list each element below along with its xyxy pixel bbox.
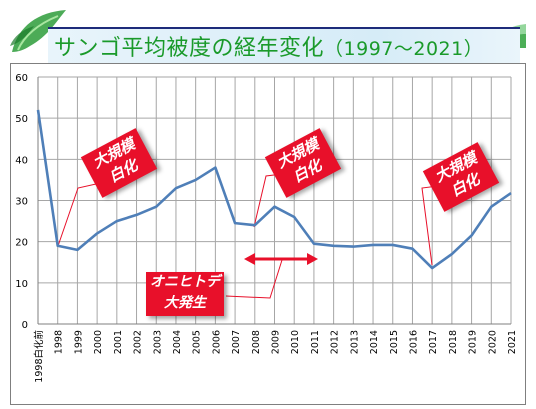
x-tick-label: 2004 <box>172 330 183 354</box>
x-tick-label: 2003 <box>152 330 163 354</box>
arrowhead-right <box>307 253 318 265</box>
x-tick-label: 2017 <box>428 330 439 354</box>
series-layer <box>36 109 512 270</box>
x-tick-label: 2018 <box>448 330 459 354</box>
axis-layer: 0 10 20 30 40 50 60 1998白化前 1998 1999 2000 2001 2002… <box>15 73 518 383</box>
x-tick-label: 2007 <box>231 330 242 354</box>
x-tick-label: 2006 <box>211 330 222 354</box>
x-tick-label: 2005 <box>192 330 203 354</box>
x-tick-label: 2016 <box>408 330 419 354</box>
x-tick-label: 2020 <box>487 330 498 354</box>
y-tick-label: 30 <box>15 197 28 208</box>
annotation-layer <box>57 173 439 299</box>
x-tick-label: 2010 <box>290 330 301 354</box>
x-tick-label: 2009 <box>271 330 282 354</box>
callout-line1: オニヒトデ <box>150 274 220 290</box>
x-tick-label: 2015 <box>389 330 400 354</box>
title-year-range: （1997〜2021） <box>324 38 484 60</box>
callout-crown-of-thorns-outbreak: オニヒトデ 大発生 <box>146 272 224 316</box>
callout-line2: 大発生 <box>164 295 206 311</box>
y-tick-label: 10 <box>15 279 28 290</box>
y-tick-label: 0 <box>22 320 28 331</box>
x-tick-label: 2000 <box>93 330 104 354</box>
x-tick-label: 2001 <box>113 330 124 354</box>
arrowhead-left <box>244 253 255 265</box>
x-tick-label: 2013 <box>349 330 360 354</box>
y-tick-label: 20 <box>15 238 28 249</box>
x-tick-label: 2002 <box>133 330 144 354</box>
x-tick-label: 1999 <box>73 330 84 354</box>
page-title: サンゴ平均被度の経年変化（1997〜2021） <box>54 30 483 62</box>
callout-leader-line <box>57 183 97 247</box>
x-tick-label: 2008 <box>251 330 262 354</box>
y-tick-label: 50 <box>15 114 28 125</box>
title-banner <box>48 27 520 67</box>
x-tick-label: 1998白化前 <box>33 330 45 383</box>
x-tick-label: 1998 <box>54 330 65 354</box>
x-tick-label: 2014 <box>369 330 380 354</box>
callout-leader-line <box>421 185 439 266</box>
y-tick-label: 40 <box>15 155 28 166</box>
x-tick-label: 2019 <box>468 330 479 354</box>
leaf-decoration-icon <box>10 10 66 52</box>
x-tick-label: 2011 <box>310 330 321 354</box>
y-tick-label: 60 <box>15 73 28 84</box>
x-tick-label: 2021 <box>507 330 518 354</box>
x-tick-label: 2012 <box>330 330 341 354</box>
title-main: サンゴ平均被度の経年変化 <box>54 36 325 61</box>
callout-leader-line <box>225 259 283 299</box>
